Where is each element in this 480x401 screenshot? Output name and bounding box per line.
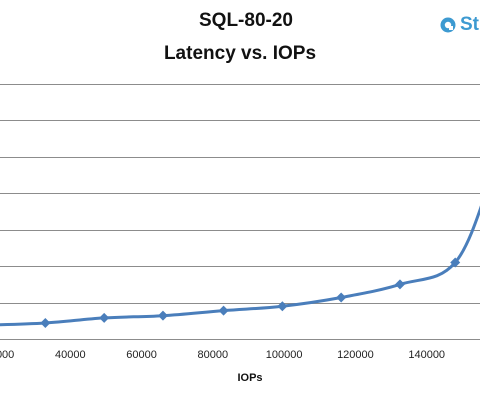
x-tick-label: 40000 (55, 349, 86, 361)
logo-text: St (460, 14, 479, 35)
data-point-marker (450, 257, 461, 268)
data-point-marker (336, 292, 347, 303)
x-tick-label: 80000 (198, 349, 229, 361)
x-tick-label: 140000 (408, 349, 445, 361)
chart-title: SQL-80-20 (199, 10, 293, 31)
x-tick-label: 100000 (266, 349, 303, 361)
data-point-marker (277, 301, 288, 312)
data-point-marker (157, 310, 168, 321)
series-markers (40, 257, 461, 328)
x-axis-label: IOPs (237, 372, 262, 384)
x-tick-labels: 20000 40000 60000 80000 100000 120000 140000 (0, 349, 445, 361)
data-point-marker (99, 312, 110, 323)
data-point-marker (40, 317, 51, 328)
data-point-marker (218, 305, 229, 316)
series-line (0, 205, 480, 327)
brand-logo: St (440, 14, 479, 36)
x-tick-label: 20000 (0, 349, 14, 361)
logo-icon (440, 17, 456, 33)
x-tick-label: 60000 (126, 349, 157, 361)
chart-subtitle: Latency vs. IOPs (163, 43, 317, 64)
x-tick-label: 120000 (337, 349, 374, 361)
gridlines (0, 84, 480, 340)
data-point-marker (394, 279, 405, 290)
